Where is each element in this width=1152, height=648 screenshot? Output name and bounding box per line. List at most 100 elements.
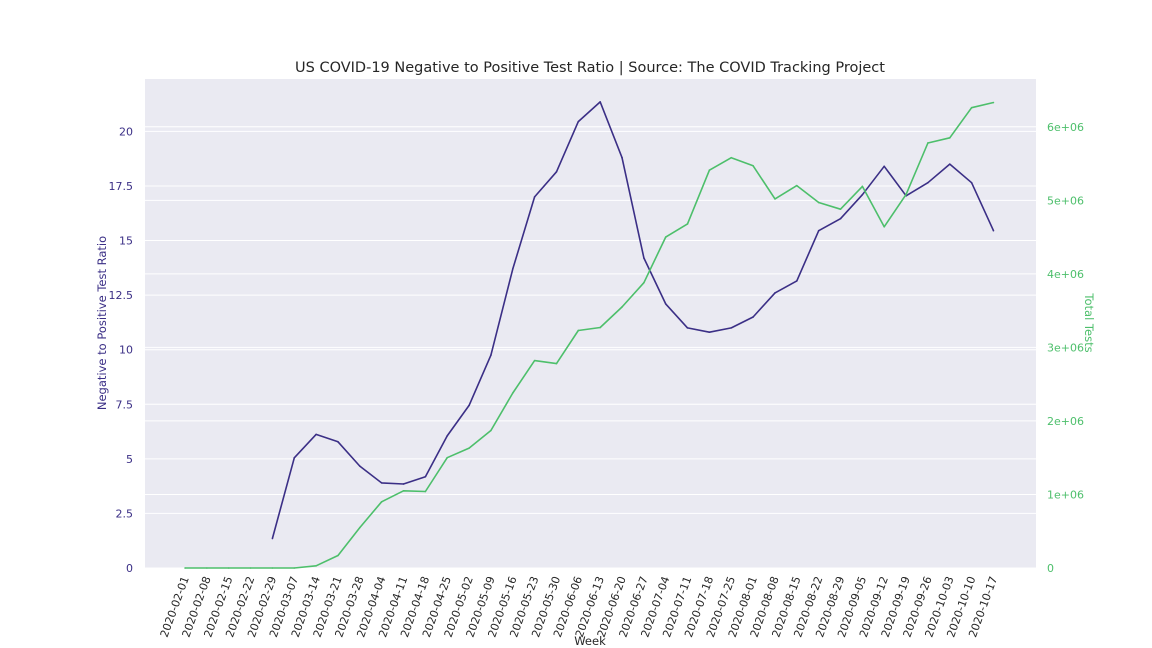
data-point-total-tests — [359, 526, 361, 529]
x-tick-labels: 2020-02-012020-02-082020-02-152020-02-22… — [158, 575, 1001, 640]
data-point-ratio — [752, 316, 754, 318]
data-point-total-tests — [490, 429, 492, 432]
right-tick-labels: 0 1e+06 2e+06 3e+06 4e+06 5e+06 6e+06 — [1047, 121, 1084, 575]
data-point-total-tests — [905, 193, 907, 196]
data-point-ratio — [992, 229, 995, 232]
plot-area — [145, 79, 1036, 568]
data-point-ratio — [577, 120, 580, 123]
series-layer — [184, 101, 995, 569]
data-point-total-tests — [315, 564, 317, 567]
data-point-total-tests — [948, 137, 951, 139]
data-point-ratio — [271, 537, 274, 540]
left-tick-label: 20 — [119, 125, 133, 138]
data-point-total-tests — [708, 169, 711, 171]
left-tick-label: 7.5 — [116, 398, 134, 411]
left-tick-label: 2.5 — [116, 507, 134, 520]
data-point-total-tests — [249, 567, 252, 569]
data-point-total-tests — [293, 567, 296, 569]
data-point-total-tests — [184, 567, 186, 569]
data-point-ratio — [621, 156, 623, 159]
data-point-total-tests — [511, 392, 514, 394]
right-tick-label: 2e+06 — [1047, 415, 1084, 428]
data-point-total-tests — [686, 223, 689, 225]
left-tick-label: 0 — [126, 562, 133, 575]
data-point-total-tests — [664, 236, 667, 238]
left-tick-label: 15 — [119, 235, 133, 248]
data-point-total-tests — [774, 198, 776, 200]
data-point-ratio — [686, 327, 689, 329]
right-gridlines — [145, 126, 1036, 569]
chart-title: US COVID-19 Negative to Positive Test Ra… — [295, 60, 885, 76]
data-point-total-tests — [424, 490, 427, 493]
data-point-ratio — [424, 475, 427, 478]
right-tick-label: 1e+06 — [1047, 488, 1084, 501]
data-point-total-tests — [621, 306, 623, 308]
data-point-ratio — [533, 196, 536, 198]
data-point-total-tests — [817, 201, 820, 204]
data-point-ratio — [796, 280, 798, 282]
data-point-ratio — [970, 181, 973, 184]
data-point-total-tests — [796, 184, 798, 187]
right-tick-label: 5e+06 — [1047, 194, 1084, 207]
data-point-total-tests — [380, 501, 383, 503]
data-point-ratio — [380, 482, 383, 484]
data-point-total-tests — [970, 106, 973, 109]
data-point-total-tests — [643, 281, 645, 284]
data-point-ratio — [839, 217, 842, 220]
data-point-total-tests — [533, 359, 536, 362]
data-point-total-tests — [446, 456, 449, 459]
data-point-ratio — [315, 433, 317, 436]
data-point-ratio — [664, 303, 667, 305]
left-tick-label: 10 — [119, 344, 133, 357]
data-point-total-tests — [599, 326, 601, 329]
data-point-total-tests — [577, 329, 580, 332]
data-point-total-tests — [337, 554, 339, 557]
data-point-ratio — [861, 193, 864, 196]
left-tick-labels: 0 2.5 5 7.5 10 12.5 15 17.5 20 — [109, 125, 134, 575]
left-axis-label: Negative to Positive Test Ratio — [95, 236, 109, 410]
right-tick-label: 3e+06 — [1047, 341, 1084, 354]
left-tick-label: 5 — [126, 453, 133, 466]
data-point-total-tests — [992, 101, 995, 104]
data-point-ratio — [359, 465, 361, 467]
right-tick-label: 6e+06 — [1047, 121, 1084, 134]
data-point-total-tests — [883, 226, 885, 228]
right-tick-label: 4e+06 — [1047, 268, 1084, 281]
data-point-ratio — [883, 165, 885, 168]
data-point-total-tests — [555, 362, 558, 365]
data-point-ratio — [708, 331, 711, 334]
data-point-total-tests — [206, 567, 208, 569]
data-point-ratio — [293, 456, 296, 459]
series-line-total-tests — [185, 101, 994, 569]
data-point-ratio — [817, 229, 820, 232]
data-point-total-tests — [227, 567, 230, 569]
data-point-total-tests — [861, 185, 864, 188]
data-point-total-tests — [402, 489, 405, 492]
data-point-ratio — [555, 170, 558, 173]
data-point-total-tests — [839, 208, 842, 210]
data-point-total-tests — [468, 447, 470, 449]
data-point-total-tests — [927, 142, 929, 144]
data-point-ratio — [468, 404, 470, 407]
data-point-ratio — [927, 181, 929, 184]
data-point-ratio — [730, 327, 733, 329]
data-point-total-tests — [271, 567, 274, 569]
data-point-ratio — [402, 483, 405, 485]
left-tick-label: 12.5 — [109, 289, 134, 302]
data-point-total-tests — [752, 164, 754, 167]
data-point-ratio — [599, 101, 601, 103]
data-point-ratio — [490, 354, 492, 356]
left-tick-label: 17.5 — [109, 180, 134, 193]
data-point-ratio — [948, 163, 951, 165]
right-axis-label: Total Tests — [1082, 292, 1096, 352]
data-point-ratio — [337, 441, 339, 443]
data-point-ratio — [446, 435, 449, 437]
data-point-total-tests — [730, 156, 733, 159]
series-line-ratio — [271, 101, 995, 539]
x-axis-label: Week — [574, 634, 606, 648]
right-tick-label: 0 — [1047, 562, 1054, 575]
data-point-ratio — [774, 292, 776, 294]
data-point-ratio — [643, 257, 645, 259]
data-point-ratio — [511, 268, 514, 270]
